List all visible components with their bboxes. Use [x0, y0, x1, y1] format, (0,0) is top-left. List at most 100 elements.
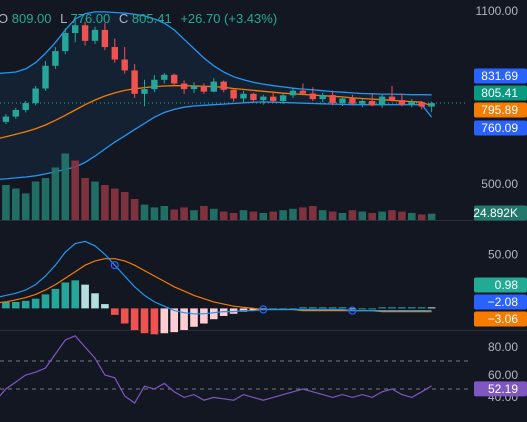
volume-bar[interactable] — [309, 206, 317, 220]
volume-bar[interactable] — [398, 211, 406, 220]
macd-histogram-bar[interactable] — [81, 284, 89, 309]
candle[interactable] — [2, 114, 10, 125]
volume-bar[interactable] — [71, 160, 79, 221]
volume-bar[interactable] — [279, 210, 287, 220]
price-badge[interactable]: 831.69 — [474, 68, 527, 84]
volume-bar[interactable] — [229, 213, 238, 220]
price-panel[interactable] — [0, 11, 435, 180]
candle[interactable] — [319, 92, 326, 103]
candle-body[interactable] — [428, 103, 435, 107]
candle-body[interactable] — [270, 96, 277, 101]
candle-body[interactable] — [131, 70, 138, 94]
candle[interactable] — [260, 94, 267, 105]
price-badge[interactable]: 805.41 — [474, 85, 527, 101]
macd-histogram-bar[interactable] — [130, 308, 139, 330]
macd-histogram-bar[interactable] — [120, 308, 129, 324]
candle-body[interactable] — [349, 98, 356, 104]
macd-histogram-bar[interactable] — [61, 282, 70, 309]
volume-bar[interactable] — [269, 211, 277, 220]
candle[interactable] — [388, 86, 396, 102]
macd-badge[interactable]: 0.98 — [474, 277, 527, 293]
volume-bar[interactable] — [219, 211, 228, 220]
candle[interactable] — [250, 92, 257, 103]
candle-body[interactable] — [32, 88, 39, 104]
macd-histogram-bar[interactable] — [160, 308, 169, 334]
volume-bar[interactable] — [2, 185, 10, 220]
macd-histogram-bar[interactable] — [318, 307, 327, 309]
candle-body[interactable] — [309, 93, 316, 100]
candle-body[interactable] — [210, 81, 217, 92]
candle-body[interactable] — [279, 95, 287, 101]
volume-bar[interactable] — [427, 213, 436, 220]
macd-histogram-bar[interactable] — [358, 308, 367, 310]
candle-body[interactable] — [250, 93, 257, 101]
macd-histogram-bar[interactable] — [91, 293, 99, 309]
candle[interactable] — [42, 61, 49, 91]
macd-histogram-bar[interactable] — [249, 308, 258, 311]
candle[interactable] — [369, 93, 376, 107]
volume-bar[interactable] — [417, 214, 426, 220]
candle[interactable] — [359, 99, 366, 108]
candle-body[interactable] — [369, 100, 376, 106]
candle-body[interactable] — [200, 86, 208, 92]
candle[interactable] — [279, 93, 287, 105]
macd-histogram-bar[interactable] — [150, 308, 159, 335]
candle-body[interactable] — [329, 95, 336, 104]
candle[interactable] — [270, 92, 277, 103]
candle-body[interactable] — [22, 103, 29, 111]
candle[interactable] — [72, 17, 79, 43]
candle[interactable] — [62, 28, 69, 55]
macd-histogram-bar[interactable] — [51, 288, 60, 309]
candle-body[interactable] — [141, 89, 148, 94]
volume-bar[interactable] — [41, 178, 50, 220]
volume-bar[interactable] — [200, 206, 208, 220]
candle-body[interactable] — [299, 90, 307, 94]
candle-body[interactable] — [2, 116, 10, 122]
candle[interactable] — [220, 80, 227, 93]
rsi-panel[interactable] — [0, 335, 468, 404]
macd-histogram-bar[interactable] — [388, 307, 396, 309]
candle-body[interactable] — [151, 79, 158, 90]
candle-body[interactable] — [230, 89, 237, 99]
volume-bar[interactable] — [190, 210, 198, 220]
macd-histogram-bar[interactable] — [210, 308, 218, 320]
volume-bar[interactable] — [61, 153, 70, 221]
volume-bar[interactable] — [31, 181, 40, 221]
candle[interactable] — [22, 100, 29, 113]
candle[interactable] — [190, 82, 198, 93]
candle[interactable] — [101, 23, 109, 51]
candle[interactable] — [378, 94, 386, 108]
candle[interactable] — [131, 64, 138, 98]
candle-body[interactable] — [42, 65, 49, 89]
candle[interactable] — [398, 93, 406, 107]
volume-bar[interactable] — [180, 207, 188, 220]
candle[interactable] — [180, 80, 188, 94]
macd-histogram-bar[interactable] — [31, 298, 40, 309]
volume-bar[interactable] — [318, 210, 327, 220]
candle-body[interactable] — [378, 96, 386, 106]
rsi-badge[interactable]: 52.19 — [474, 381, 527, 397]
volume-bar[interactable] — [160, 206, 169, 220]
candle-body[interactable] — [289, 90, 297, 96]
volume-bar[interactable] — [21, 193, 30, 220]
candle-body[interactable] — [121, 59, 128, 71]
volume-bar[interactable] — [358, 211, 367, 220]
candle-body[interactable] — [220, 81, 227, 90]
candle-body[interactable] — [418, 102, 425, 107]
candle-body[interactable] — [161, 74, 168, 80]
macd-badge[interactable]: −2.08 — [474, 294, 527, 310]
volume-bar[interactable] — [338, 213, 347, 220]
candle[interactable] — [428, 101, 435, 113]
candle-body[interactable] — [62, 33, 69, 52]
volume-bar[interactable] — [150, 207, 159, 220]
macd-histogram-bar[interactable] — [338, 307, 347, 309]
macd-histogram-bar[interactable] — [368, 308, 376, 310]
candle-body[interactable] — [72, 25, 79, 34]
candle[interactable] — [240, 90, 247, 104]
volume-bar[interactable] — [289, 208, 297, 220]
candle-body[interactable] — [339, 98, 346, 104]
macd-histogram-bar[interactable] — [328, 307, 337, 309]
macd-histogram-bar[interactable] — [348, 308, 357, 310]
candle[interactable] — [81, 21, 89, 46]
